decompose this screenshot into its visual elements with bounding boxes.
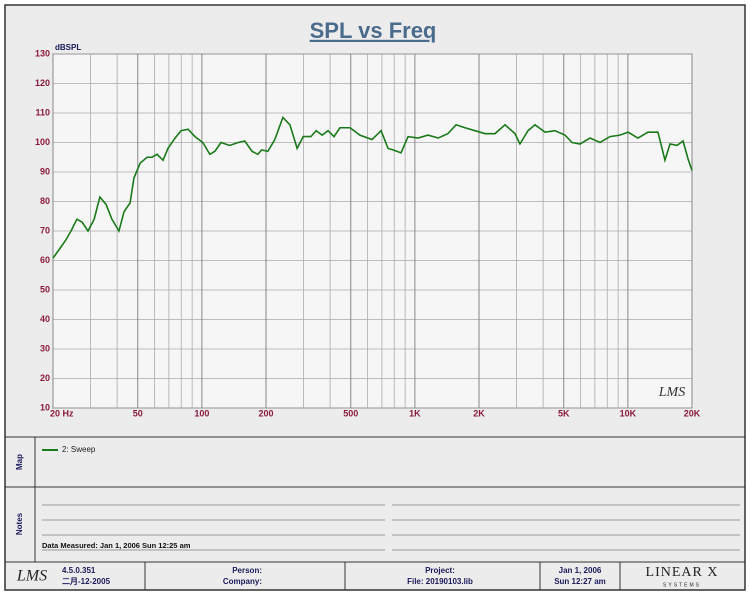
map-label: Map	[15, 454, 24, 470]
y-axis-label: dBSPL	[55, 43, 81, 52]
y-tick-label: 70	[40, 225, 50, 235]
project: Project:	[425, 566, 455, 575]
x-tick-label: 20K	[684, 408, 701, 418]
y-tick-label: 20	[40, 373, 50, 383]
y-tick-label: 60	[40, 255, 50, 265]
y-tick-label: 100	[35, 137, 50, 147]
watermark: LMS	[658, 385, 685, 400]
file: File: 20190103.lib	[407, 577, 473, 586]
series-line	[52, 115, 693, 259]
y-tick-label: 130	[35, 48, 50, 58]
x-tick-label: 500	[343, 408, 358, 418]
x-tick-label: 2K	[473, 408, 485, 418]
date: Jan 1, 2006	[559, 566, 602, 575]
notes-label: Notes	[15, 512, 24, 535]
brand-sub: SYSTEMS	[663, 582, 701, 588]
x-tick-label: 5K	[558, 408, 570, 418]
brand: LINEAR X	[646, 565, 719, 580]
lms-logo: LMS	[16, 568, 47, 585]
chart-title: SPL vs Freq	[310, 18, 437, 43]
y-tick-label: 40	[40, 314, 50, 324]
x-tick-label: 50	[133, 408, 143, 418]
y-tick-label: 80	[40, 196, 50, 206]
y-tick-label: 10	[40, 402, 50, 412]
x-tick-label: 1K	[409, 408, 421, 418]
x-tick-label: 10K	[620, 408, 637, 418]
time: Sun 12:27 am	[554, 577, 606, 586]
y-tick-label: 30	[40, 343, 50, 353]
x-tick-label: 20 Hz	[50, 408, 74, 418]
x-tick-label: 200	[258, 408, 273, 418]
note-lines	[42, 504, 740, 551]
legend-entry: 2: Sweep	[62, 445, 96, 454]
measured-date: Data Measured: Jan 1, 2006 Sun 12:25 am	[42, 541, 191, 550]
company: Company:	[223, 577, 262, 586]
y-tick-label: 110	[35, 107, 50, 117]
version: 4.5.0.351	[62, 566, 96, 575]
footer-dividers	[144, 562, 621, 590]
y-tick-label: 50	[40, 284, 50, 294]
x-tick-label: 100	[194, 408, 209, 418]
y-tick-label: 120	[35, 78, 50, 88]
build-date: 二月-12-2005	[62, 577, 111, 586]
person: Person:	[232, 566, 262, 575]
y-tick-label: 90	[40, 166, 50, 176]
